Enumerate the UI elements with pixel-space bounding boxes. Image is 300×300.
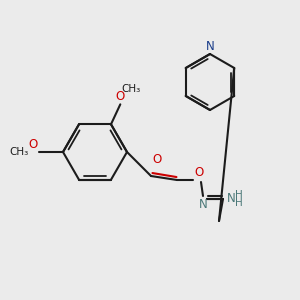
- Text: CH₃: CH₃: [10, 147, 29, 157]
- Text: O: O: [194, 166, 203, 179]
- Text: N: N: [227, 193, 236, 206]
- Text: CH₃: CH₃: [121, 84, 140, 94]
- Text: O: O: [152, 153, 162, 166]
- Text: H: H: [235, 190, 243, 200]
- Text: O: O: [29, 138, 38, 151]
- Text: H: H: [235, 198, 243, 208]
- Text: O: O: [116, 90, 125, 103]
- Text: N: N: [206, 40, 214, 53]
- Text: N: N: [199, 198, 207, 211]
